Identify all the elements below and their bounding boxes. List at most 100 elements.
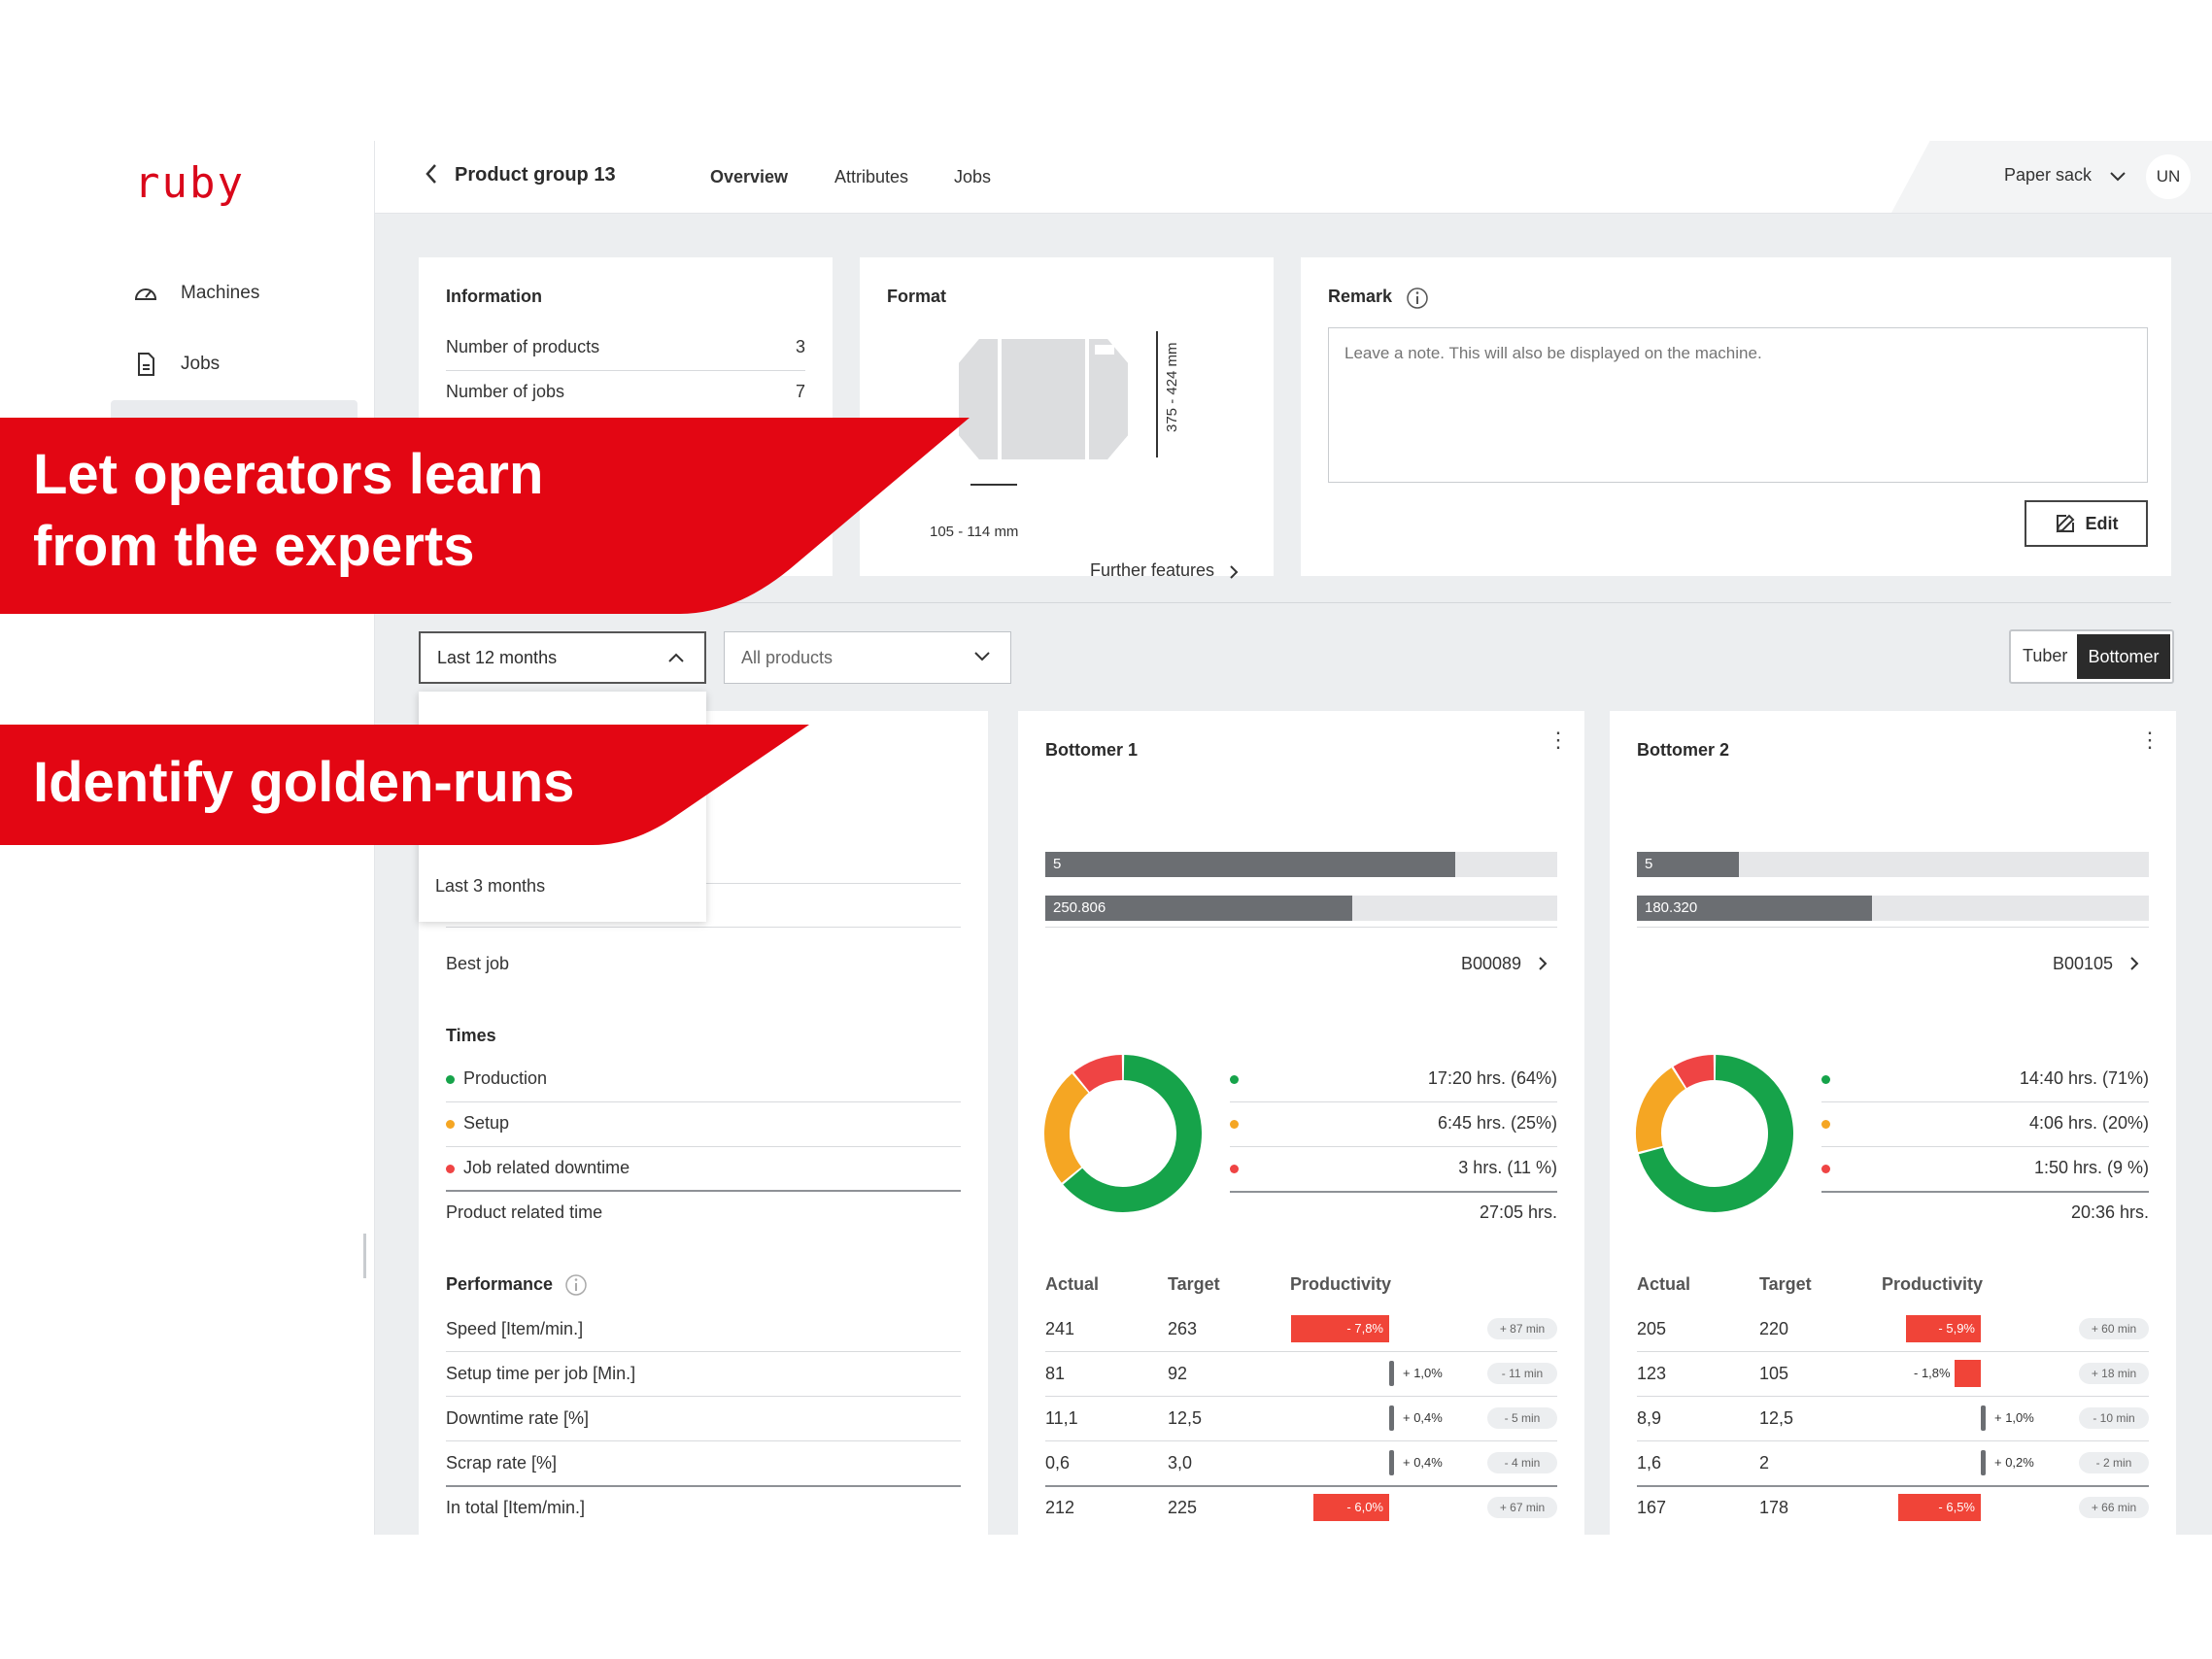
tab-jobs[interactable]: Jobs <box>954 167 992 186</box>
sidebar-item-label: Machines <box>181 283 260 303</box>
edit-button[interactable]: Edit <box>2025 500 2148 547</box>
jobs-bar-track: 5 <box>1637 852 2149 877</box>
target-value: 225 <box>1168 1498 1198 1517</box>
productivity-bar <box>1389 1450 1394 1475</box>
productivity-label: + 0,4% <box>1403 1455 1443 1470</box>
divider <box>1637 1351 2149 1352</box>
breadcrumb: Product group 13 <box>455 164 616 186</box>
divider <box>1637 1485 2149 1487</box>
productivity-bar <box>1981 1405 1986 1431</box>
jobs-bar-fill: 5 <box>1045 852 1455 877</box>
time-label: Setup <box>463 1113 510 1133</box>
further-features-link[interactable]: Further features <box>1090 560 1215 580</box>
tab-overview[interactable]: Overview <box>710 167 789 186</box>
product-related-label: Product related time <box>446 1202 603 1222</box>
menu-item-last-3-months[interactable]: Last 3 months <box>435 876 546 896</box>
time-delta-chip: - 5 min <box>1487 1407 1557 1429</box>
productivity-label: + 1,0% <box>1994 1410 2034 1425</box>
time-delta-chip: - 11 min <box>1487 1363 1557 1384</box>
sidebar-item-machines[interactable]: Machines <box>132 274 259 313</box>
remark-textarea[interactable] <box>1328 327 2148 483</box>
best-job-link[interactable]: B00089 <box>1460 954 1521 973</box>
times-title: Times <box>446 1026 496 1045</box>
section-divider <box>419 602 2171 603</box>
target-value: 2 <box>1759 1453 1770 1473</box>
ruby-logo: ruby <box>134 158 245 208</box>
donut-downtime <box>1673 1055 1715 1089</box>
time-label: Production <box>463 1068 548 1088</box>
best-job-link[interactable]: B00105 <box>2052 954 2113 973</box>
sidebar-item-label: Jobs <box>181 354 221 374</box>
divider <box>1821 1146 2149 1147</box>
chevron-down-icon <box>974 652 990 661</box>
actual-value: 123 <box>1637 1364 1667 1383</box>
machine-title: Bottomer 1 <box>1045 740 1139 760</box>
divider <box>446 1396 961 1397</box>
target-value: 263 <box>1168 1319 1198 1338</box>
actual-value: 8,9 <box>1637 1408 1662 1428</box>
total-time: 27:05 hrs. <box>1479 1202 1557 1222</box>
column-header: Actual <box>1637 1274 1691 1294</box>
sidebar-item-jobs[interactable]: Jobs <box>132 345 220 384</box>
target-value: 92 <box>1168 1364 1188 1383</box>
chevron-down-icon[interactable] <box>2107 166 2128 187</box>
actual-value: 11,1 <box>1045 1408 1078 1428</box>
perf-label: Scrap rate [%] <box>446 1453 558 1473</box>
banner-top-text: Let operators learn from the experts <box>33 439 543 583</box>
best-job-label: Best job <box>446 954 510 973</box>
actual-value: 167 <box>1637 1498 1667 1517</box>
column-header: Target <box>1168 1274 1220 1294</box>
column-header: Productivity <box>1882 1274 1984 1294</box>
toggle-tuber[interactable]: Tuber <box>2023 646 2068 665</box>
divider <box>1821 1101 2149 1102</box>
items-bar-track: 180.320 <box>1637 896 2149 921</box>
items-bar-fill: 250.806 <box>1045 896 1352 921</box>
time-label: Job related downtime <box>463 1158 630 1177</box>
legend-production-dot <box>1821 1075 1830 1084</box>
time-value: 14:40 hrs. (71%) <box>2019 1068 2149 1088</box>
back-chevron-icon[interactable] <box>424 162 439 191</box>
more-options-icon[interactable]: ⋮ <box>2139 728 2161 752</box>
resize-handle[interactable] <box>363 1234 366 1278</box>
product-type-select[interactable]: Paper sack <box>2004 165 2093 185</box>
info-icon[interactable] <box>564 1273 588 1297</box>
actual-value: 205 <box>1637 1319 1667 1338</box>
more-options-icon[interactable]: ⋮ <box>1548 728 1569 752</box>
chevron-right-icon[interactable] <box>1536 954 1549 973</box>
donut-production <box>1638 1055 1793 1212</box>
time-delta-chip: - 2 min <box>2079 1452 2149 1473</box>
legend-downtime-dot <box>1230 1165 1239 1173</box>
divider <box>1045 1485 1557 1487</box>
tab-attributes[interactable]: Attributes <box>834 167 909 186</box>
production-dot <box>446 1075 455 1084</box>
jobs-bar-fill: 5 <box>1637 852 1739 877</box>
toggle-bottomer[interactable]: Bottomer <box>2077 634 2170 679</box>
divider <box>446 370 805 371</box>
productivity-label: + 1,0% <box>1403 1366 1443 1380</box>
productivity-bar <box>1389 1361 1394 1386</box>
avatar[interactable]: UN <box>2146 154 2191 199</box>
products-select[interactable]: All products <box>724 631 1011 684</box>
pencil-icon <box>2056 514 2074 533</box>
divider <box>1821 1191 2149 1193</box>
chevron-right-icon[interactable] <box>1227 563 1241 581</box>
divider <box>446 1440 961 1441</box>
divider <box>1230 1191 1557 1193</box>
info-icon[interactable] <box>1406 287 1429 310</box>
divider <box>446 1485 961 1487</box>
divider <box>1045 927 1557 928</box>
products-select-value: All products <box>741 647 834 667</box>
donut-setup <box>1044 1073 1089 1183</box>
target-value: 12,5 <box>1759 1408 1794 1428</box>
productivity-label: - 1,8% <box>1914 1366 1951 1380</box>
actual-value: 0,6 <box>1045 1453 1071 1473</box>
info-label: Number of jobs <box>446 382 565 401</box>
card-title: Information <box>446 287 542 306</box>
divider <box>446 1146 961 1147</box>
productivity-bar: - 6,5% <box>1898 1494 1981 1521</box>
chevron-right-icon[interactable] <box>2127 954 2141 973</box>
time-value: 1:50 hrs. (9 %) <box>2033 1158 2149 1177</box>
machine-card-bottomer-1: Bottomer 1 ⋮ 5 250.806 B00089 17:20 hrs. (64%… <box>1018 711 1584 1535</box>
period-select[interactable]: Last 12 months <box>419 631 706 684</box>
time-delta-chip: + 60 min <box>2079 1318 2149 1339</box>
